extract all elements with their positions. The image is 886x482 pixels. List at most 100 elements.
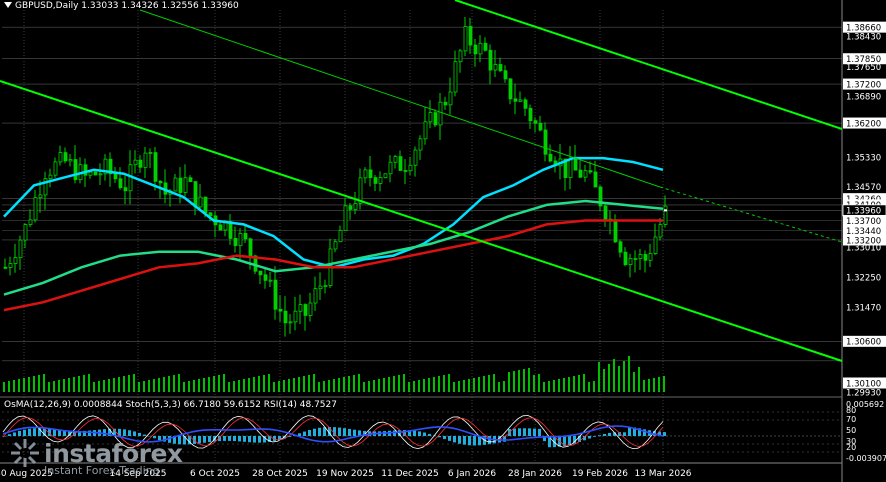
volume-bar: [228, 382, 230, 392]
candle-body: [488, 49, 493, 71]
osma-bar: [218, 436, 221, 442]
osma-bar: [573, 436, 576, 444]
candle-body: [198, 196, 203, 208]
osma-bar: [78, 431, 81, 436]
volume-bar: [118, 377, 120, 392]
time-axis-label: 28 Oct 2025: [252, 469, 308, 479]
time-axis-label: 28 Jan 2026: [508, 469, 562, 479]
volume-bar: [253, 377, 255, 392]
symbol-ohlc-text: GBPUSD,Daily 1.33033 1.34326 1.32556 1.3…: [15, 1, 239, 11]
osma-bar: [463, 436, 466, 445]
candle-body: [113, 173, 118, 180]
volume-bar: [598, 362, 600, 392]
osma-bar: [423, 432, 426, 436]
time-axis-label: 14 Sep 2025: [109, 469, 166, 479]
candle-body: [353, 202, 358, 210]
candle-body: [333, 241, 338, 250]
osma-bar: [193, 436, 196, 444]
osma-bar: [548, 436, 551, 448]
candle-body: [313, 288, 318, 304]
price-axis-label: 1.31470: [846, 304, 881, 314]
volume-bar: [603, 369, 605, 392]
candle-body: [633, 258, 638, 260]
volume-bar: [103, 380, 105, 392]
candle-body: [403, 170, 408, 172]
candle-body: [503, 70, 508, 80]
osma-bar: [118, 428, 121, 436]
osma-bar: [563, 436, 566, 446]
volume-bar: [128, 375, 130, 392]
price-axis-label: 1.32250: [846, 273, 881, 283]
volume-bar: [618, 366, 620, 392]
osma-bar: [603, 433, 606, 436]
osma-bar: [443, 436, 446, 440]
volume-bar: [18, 379, 20, 392]
volume-bar: [663, 376, 665, 392]
volume-bar: [328, 380, 330, 392]
volume-bar: [323, 381, 325, 392]
candle-body: [243, 233, 248, 240]
time-axis-label: 11 Dec 2025: [381, 469, 439, 479]
volume-bar: [273, 382, 275, 392]
price-label-box: [843, 225, 886, 237]
candle-body: [348, 205, 353, 210]
candle-body: [73, 159, 78, 181]
price-label-box: [843, 234, 886, 246]
candle-body: [628, 258, 633, 266]
candle-body: [58, 152, 63, 163]
volume-bar: [168, 376, 170, 392]
candle-body: [278, 308, 283, 312]
candle-body: [143, 152, 148, 168]
volume-bar: [388, 377, 390, 392]
candle-body: [413, 149, 418, 166]
candle-body: [283, 310, 288, 324]
volume-bar: [438, 376, 440, 392]
volume-bar: [443, 375, 445, 392]
candle-body: [493, 64, 498, 71]
price-label-box: [843, 193, 886, 205]
osma-bar: [533, 428, 536, 436]
volume-bar: [463, 380, 465, 392]
candle-body: [193, 181, 198, 208]
price-axis-label: 1.37650: [846, 63, 881, 73]
price-axis-label: 1.36200: [846, 119, 881, 129]
osma-bar: [468, 436, 471, 446]
volume-bar: [208, 377, 210, 392]
osma-bar: [628, 426, 631, 436]
volume-bar: [558, 379, 560, 392]
candle-body: [518, 99, 523, 102]
volume-bar: [258, 376, 260, 392]
volume-bar: [368, 381, 370, 392]
osma-bar: [303, 431, 306, 436]
candle-body: [473, 44, 478, 55]
volume-bar: [653, 378, 655, 392]
price-axis-label: 1.33440: [846, 227, 881, 237]
osma-bar: [58, 429, 61, 436]
watermark: instaforex Instant Forex Trading: [8, 436, 183, 477]
osma-bar: [18, 430, 21, 436]
osma-bar: [33, 428, 36, 436]
osma-bar: [633, 427, 636, 436]
price-axis-label: 1.33700: [846, 217, 881, 227]
candle-body: [583, 170, 588, 178]
candle-body: [448, 91, 453, 106]
candle-body: [533, 120, 538, 124]
time-axis-label: 13 Mar 2026: [634, 469, 691, 479]
volume-bar: [333, 379, 335, 392]
volume-bar: [243, 379, 245, 392]
volume-bar: [428, 378, 430, 392]
candle-body: [458, 50, 463, 63]
osma-bar: [448, 436, 451, 441]
volume-bar: [493, 374, 495, 392]
volume-bar: [398, 375, 400, 392]
osma-bar: [523, 428, 526, 436]
volume-bar: [53, 381, 55, 392]
osma-bar: [108, 428, 111, 436]
indicator-values-text: OsMA(12,26,9) 0.0008844 Stoch(5,3,3) 66.…: [4, 400, 337, 410]
volume-bar: [298, 377, 300, 392]
osma-bar: [283, 436, 286, 439]
rsi-line: [2, 425, 664, 443]
chart-collapse-icon[interactable]: [4, 2, 12, 8]
